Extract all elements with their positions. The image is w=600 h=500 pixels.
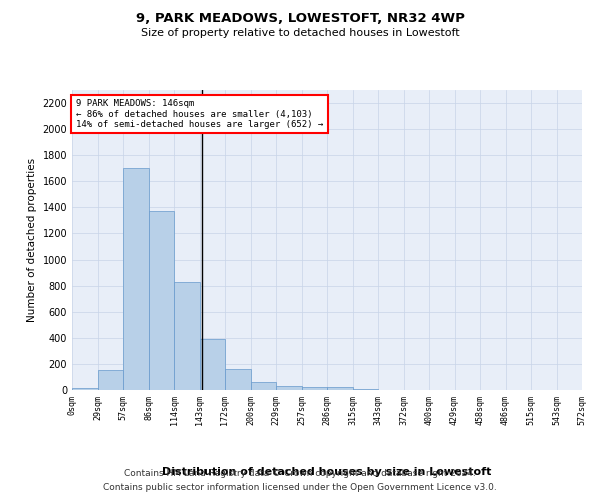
Text: Contains public sector information licensed under the Open Government Licence v3: Contains public sector information licen… (103, 484, 497, 492)
Bar (97, 370, 123, 390)
Bar (199, 339, 225, 390)
Text: Contains HM Land Registry data © Crown copyright and database right 2024.: Contains HM Land Registry data © Crown c… (124, 468, 476, 477)
Bar (225, 369, 251, 390)
Bar (72, 388, 97, 390)
X-axis label: Distribution of detached houses by size in Lowestoft: Distribution of detached houses by size … (163, 466, 491, 476)
Bar (123, 168, 149, 390)
Text: Size of property relative to detached houses in Lowestoft: Size of property relative to detached ho… (140, 28, 460, 38)
Text: 9, PARK MEADOWS, LOWESTOFT, NR32 4WP: 9, PARK MEADOWS, LOWESTOFT, NR32 4WP (136, 12, 464, 26)
Y-axis label: Number of detached properties: Number of detached properties (27, 158, 37, 322)
Bar (149, 210, 174, 390)
Bar (174, 282, 199, 390)
Bar (276, 386, 302, 390)
Bar (251, 382, 276, 390)
Text: 9 PARK MEADOWS: 146sqm
← 86% of detached houses are smaller (4,103)
14% of semi-: 9 PARK MEADOWS: 146sqm ← 86% of detached… (76, 99, 323, 129)
Bar (327, 388, 353, 390)
Bar (302, 387, 327, 390)
